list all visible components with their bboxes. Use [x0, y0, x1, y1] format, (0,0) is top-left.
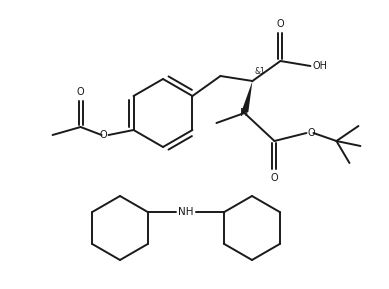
Text: O: O: [77, 87, 84, 97]
Text: NH: NH: [178, 207, 194, 217]
Text: N: N: [240, 108, 249, 118]
Text: O: O: [100, 130, 107, 140]
Text: O: O: [277, 19, 284, 29]
Text: O: O: [271, 173, 278, 183]
Polygon shape: [240, 81, 252, 114]
Text: &1: &1: [254, 67, 265, 76]
Text: O: O: [307, 128, 315, 138]
Text: OH: OH: [312, 61, 328, 71]
